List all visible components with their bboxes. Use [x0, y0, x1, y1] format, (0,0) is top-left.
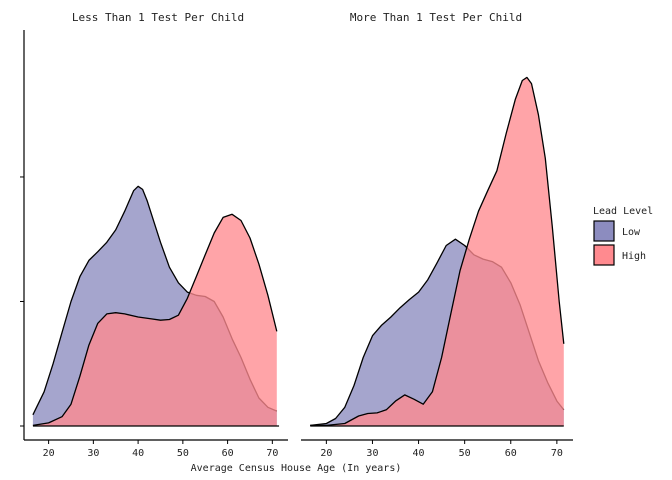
legend-label-low: Low [622, 227, 641, 238]
density-line-high [32, 213, 278, 427]
x-tick-label: 30 [87, 448, 99, 459]
density-area-high [32, 214, 277, 426]
panel-title: More Than 1 Test Per Child [350, 11, 522, 24]
density-line-high [310, 76, 565, 427]
x-tick-label: 50 [177, 448, 189, 459]
x-tick-label: 60 [505, 448, 517, 459]
panel-less-than-1-test: Less Than 1 Test Per Child 20 30 40 50 60 70 [20, 11, 288, 459]
legend-label-high: High [622, 251, 646, 262]
density-area-high [310, 77, 564, 427]
legend-title: Lead Level [593, 206, 653, 217]
x-axis-title: Average Census House Age (In years) [191, 463, 402, 474]
x-tick-label: 20 [43, 448, 55, 459]
x-tick-label: 60 [222, 448, 234, 459]
panel-more-than-1-test: More Than 1 Test Per Child 20 30 40 50 60 70 [301, 11, 573, 459]
x-tick-label: 30 [366, 448, 378, 459]
x-tick-label: 50 [459, 448, 471, 459]
legend-swatch-low [593, 220, 615, 242]
x-tick-label: 40 [132, 448, 144, 459]
panel-title: Less Than 1 Test Per Child [72, 11, 244, 24]
x-tick-label: 70 [551, 448, 563, 459]
x-tick-label: 70 [266, 448, 278, 459]
x-tick-label: 20 [320, 448, 332, 459]
legend-swatch-high [593, 244, 615, 266]
x-tick-label: 40 [413, 448, 425, 459]
legend: Lead Level Low High [593, 206, 653, 266]
